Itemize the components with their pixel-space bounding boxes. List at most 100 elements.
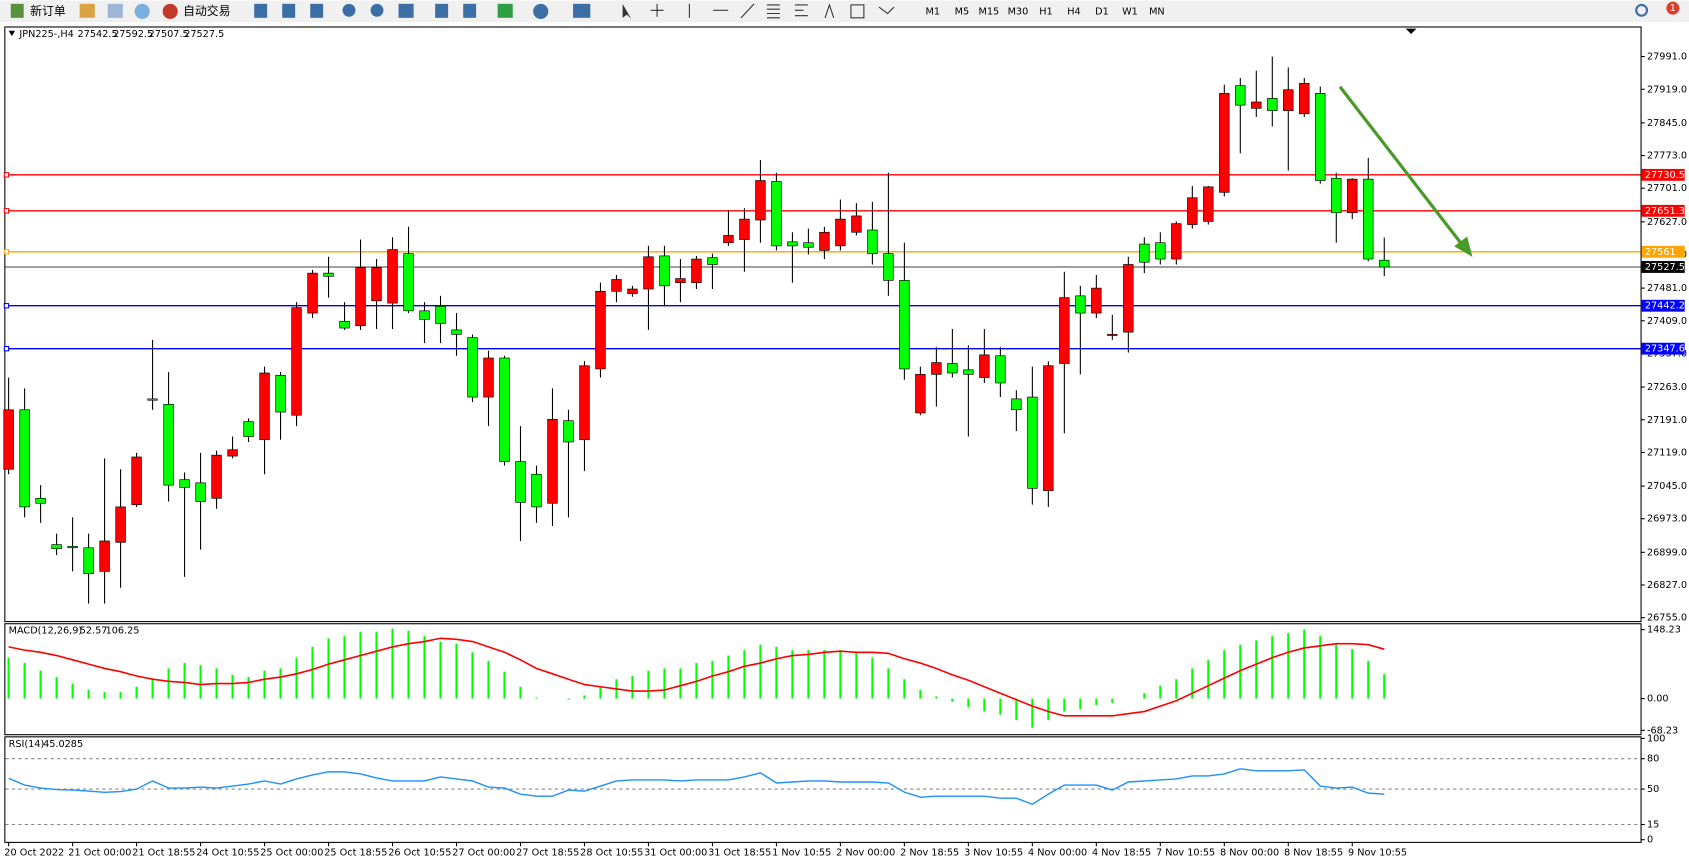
- candle-body: [1235, 85, 1246, 106]
- timeframe-button[interactable]: W1: [1122, 6, 1138, 17]
- candle-body: [1299, 83, 1310, 115]
- y-tick-label: 15: [1647, 820, 1659, 831]
- ohlc-value: 27542.5: [78, 29, 118, 40]
- y-tick-label: 148.23: [1647, 625, 1681, 636]
- crosshair-icon[interactable]: [650, 3, 664, 17]
- icon: [162, 3, 178, 19]
- timeframes: M1 M5 M15 M30 H1 H4 D1 W1 MN: [926, 6, 1165, 17]
- timeframe-button[interactable]: D1: [1095, 6, 1109, 17]
- icon[interactable]: [533, 3, 549, 19]
- notifications[interactable]: 1: [1666, 1, 1680, 15]
- arrow-head: [1454, 236, 1473, 257]
- icon[interactable]: [497, 3, 513, 18]
- x-tick-label: 2 Nov 18:55: [900, 848, 959, 859]
- icon[interactable]: [282, 3, 296, 18]
- x-tick-label: 21 Oct 18:55: [132, 848, 195, 859]
- x-tick-label: 27 Oct 18:55: [516, 848, 579, 859]
- icon[interactable]: [107, 3, 123, 18]
- x-tick-label: 20 Oct 2022: [4, 848, 64, 859]
- indicator-title: MACD(12,26,9): [9, 626, 83, 637]
- candle-body: [19, 409, 30, 508]
- x-tick-label: 2 Nov 00:00: [836, 848, 895, 859]
- text-icon[interactable]: [824, 3, 835, 18]
- price-label: 27730.5: [1645, 170, 1685, 181]
- search-icon[interactable]: [1635, 3, 1649, 17]
- candle-body: [115, 506, 126, 543]
- candle-body: [659, 255, 670, 287]
- price-label: 27651.3: [1645, 206, 1685, 217]
- price-label-box: [1641, 299, 1685, 312]
- y-tick-label: 50: [1647, 784, 1659, 795]
- timeframe-button[interactable]: M15: [978, 6, 999, 17]
- signal-line: [8, 637, 1385, 717]
- candle-body: [1203, 186, 1214, 222]
- price-level-handle: [3, 345, 10, 352]
- candle-body: [211, 454, 222, 499]
- x-tick-label: 8 Nov 18:55: [1284, 848, 1343, 859]
- candle-body: [307, 272, 318, 314]
- icon[interactable]: [342, 3, 356, 17]
- candle-body: [3, 409, 14, 470]
- panels: [4, 26, 1642, 843]
- candle-body: [243, 421, 254, 437]
- button-label: 自动交易: [183, 4, 230, 18]
- icon[interactable]: [463, 3, 477, 18]
- candle-body: [835, 218, 846, 247]
- x-tick-label: 9 Nov 10:55: [1348, 848, 1407, 859]
- candle-body: [1155, 242, 1166, 260]
- candle-body: [979, 354, 990, 378]
- timeframe-button[interactable]: M5: [955, 6, 970, 17]
- price-level-handle: [3, 249, 10, 255]
- menu-marker: [8, 30, 16, 37]
- icon[interactable]: [398, 3, 414, 18]
- timeframe-button[interactable]: M30: [1008, 6, 1029, 17]
- channel-icon[interactable]: [766, 4, 780, 19]
- x-tick-label: 31 Oct 00:00: [644, 848, 707, 859]
- timeframe-button[interactable]: M1: [926, 6, 941, 17]
- icon[interactable]: [134, 3, 150, 19]
- candle-body: [131, 456, 142, 505]
- candle-body: [355, 267, 366, 327]
- candle-body: [1027, 396, 1038, 489]
- y-tick-label: 27481.0: [1647, 283, 1687, 294]
- candle-body: [1011, 398, 1022, 411]
- candle-body: [1107, 334, 1118, 336]
- candle-body: [1139, 243, 1150, 263]
- icon[interactable]: [573, 3, 591, 18]
- timeframe-button[interactable]: H4: [1067, 6, 1080, 17]
- candle-body: [371, 267, 382, 302]
- icon[interactable]: [370, 3, 384, 17]
- timeframe-button[interactable]: MN: [1149, 6, 1165, 17]
- shapes-icon[interactable]: [878, 6, 895, 15]
- toolbar: 新订单 自动交易: [0, 0, 1689, 23]
- icon[interactable]: [435, 3, 449, 18]
- candle-body: [275, 374, 286, 413]
- label-icon[interactable]: [850, 4, 865, 19]
- icon[interactable]: [254, 3, 268, 18]
- x-tick-label: 25 Oct 18:55: [324, 848, 387, 859]
- candle-body: [867, 229, 878, 254]
- y-tick-label: 27263.0: [1647, 382, 1687, 393]
- icon[interactable]: [310, 3, 324, 18]
- trendline-icon[interactable]: [740, 3, 755, 19]
- candle-body: [259, 372, 270, 441]
- shift-marker: [1405, 28, 1417, 34]
- timeframe-button[interactable]: H1: [1039, 6, 1052, 17]
- fibo-icon[interactable]: [794, 4, 808, 17]
- candle-body: [339, 320, 350, 329]
- price-level-handle: [3, 208, 10, 214]
- candle-body: [723, 235, 734, 244]
- candle-body: [851, 215, 862, 233]
- auto-trading-button[interactable]: 自动交易: [162, 3, 231, 19]
- icon[interactable]: [79, 3, 95, 18]
- candle-body: [483, 357, 494, 398]
- candle-body: [1043, 365, 1054, 491]
- candle-body: [323, 272, 334, 277]
- new-order-button[interactable]: 新订单: [10, 3, 66, 18]
- x-tick-label: 4 Nov 00:00: [1028, 848, 1087, 859]
- candle-body: [1091, 287, 1102, 314]
- x-tick-label: 3 Nov 10:55: [964, 848, 1023, 859]
- candle-body: [499, 357, 510, 462]
- y-tick-label: 27191.0: [1647, 415, 1687, 426]
- bid-label: 27527.5: [1645, 262, 1685, 273]
